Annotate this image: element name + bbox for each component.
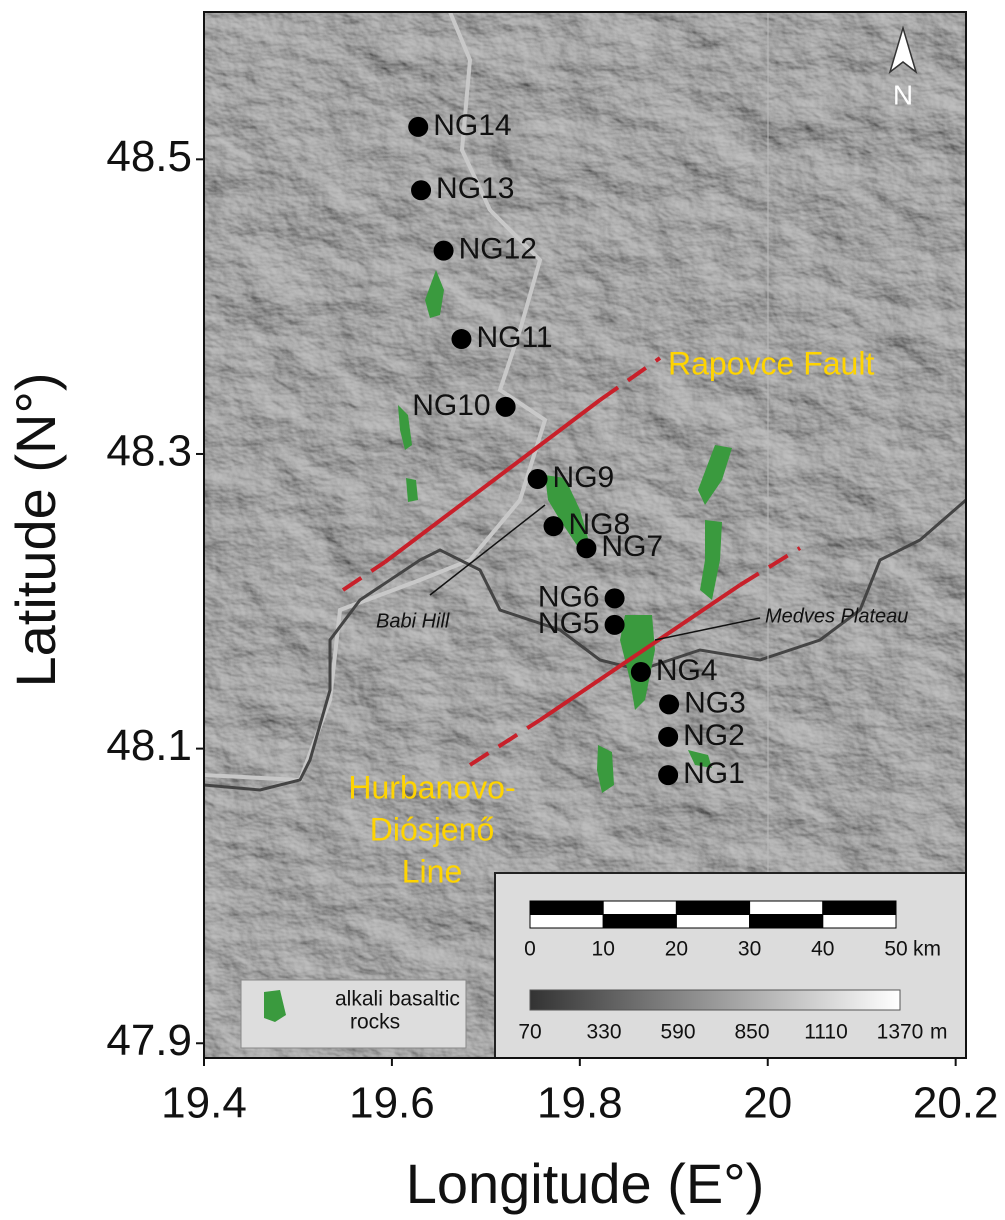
place-label: Medves Plateau [765, 605, 908, 627]
north-label: N [893, 79, 913, 110]
scale-label: 30 [738, 938, 761, 961]
scale-label: 40 [811, 938, 834, 961]
sample-point [605, 588, 625, 608]
sample-point [451, 329, 471, 349]
sample-label: NG3 [684, 686, 746, 719]
scale-label: 0 [524, 938, 536, 961]
scale-segment [823, 901, 896, 915]
scale-label: 50 [884, 938, 907, 961]
place-label: Babi Hill [376, 610, 450, 632]
elevation-label: 850 [734, 1021, 769, 1044]
sample-label: NG11 [476, 321, 552, 354]
scale-segment [750, 915, 823, 929]
sample-label: NG8 [569, 508, 631, 541]
x-tick-label: 20.2 [913, 1079, 999, 1128]
sample-point [411, 180, 431, 200]
sample-point [528, 469, 548, 489]
sample-point [408, 117, 428, 137]
sample-label: NG12 [459, 233, 537, 266]
elevation-label: 1370 [877, 1021, 924, 1044]
sample-label: NG14 [433, 109, 511, 142]
scale-segment [823, 915, 896, 929]
elevation-unit: m [930, 1021, 948, 1044]
x-tick-label: 19.6 [349, 1079, 435, 1128]
sample-label: NG2 [683, 719, 745, 752]
sample-point [496, 397, 516, 417]
sample-point [544, 516, 564, 536]
fault-label: Line [402, 853, 463, 889]
scale-segment [676, 915, 749, 929]
fault-label: Diósjenő [370, 811, 495, 847]
fault-label: Hurbanovo- [348, 769, 515, 805]
elevation-label: 1110 [804, 1021, 848, 1044]
sample-label: NG13 [436, 172, 514, 205]
legend-label: alkali basaltic [335, 988, 460, 1011]
scale-segment [750, 901, 823, 915]
sample-label: NG10 [412, 389, 490, 422]
sample-point [631, 662, 651, 682]
map-figure: Rapovce Fault Hurbanovo- Diósjenő Line B… [0, 0, 1005, 1220]
x-tick-label: 19.4 [161, 1079, 247, 1128]
legend-label: rocks [350, 1011, 400, 1034]
scale-unit: km [913, 938, 941, 961]
y-tick-label: 48.1 [106, 721, 192, 770]
x-tick-label: 19.8 [537, 1079, 623, 1128]
sample-point [659, 694, 679, 714]
scale-segment [530, 901, 603, 915]
scale-segment [530, 915, 603, 929]
elevation-label: 590 [660, 1021, 695, 1044]
sample-point [576, 538, 596, 558]
y-tick-label: 48.5 [106, 132, 192, 181]
x-tick-label: 20 [743, 1079, 792, 1128]
elevation-label: 330 [586, 1021, 621, 1044]
scale-label: 20 [665, 938, 688, 961]
sample-point [434, 241, 454, 261]
sample-label: NG9 [553, 461, 615, 494]
y-tick-label: 47.9 [106, 1016, 192, 1065]
sample-label: NG4 [656, 654, 718, 687]
elevation-label: 70 [518, 1021, 541, 1044]
sample-label: NG1 [683, 757, 745, 790]
scale-label: 10 [592, 938, 615, 961]
x-axis-label: Longitude (E°) [406, 1152, 765, 1215]
sample-point [605, 615, 625, 635]
fault-label: Rapovce Fault [668, 345, 874, 381]
sample-point [658, 727, 678, 747]
sample-point [658, 765, 678, 785]
scale-segment [603, 901, 676, 915]
y-tick-label: 48.3 [106, 427, 192, 476]
scale-segment [676, 901, 749, 915]
scale-segment [603, 915, 676, 929]
y-axis-label: Latitude (N°) [4, 373, 67, 688]
sample-label: NG6 [538, 580, 600, 613]
